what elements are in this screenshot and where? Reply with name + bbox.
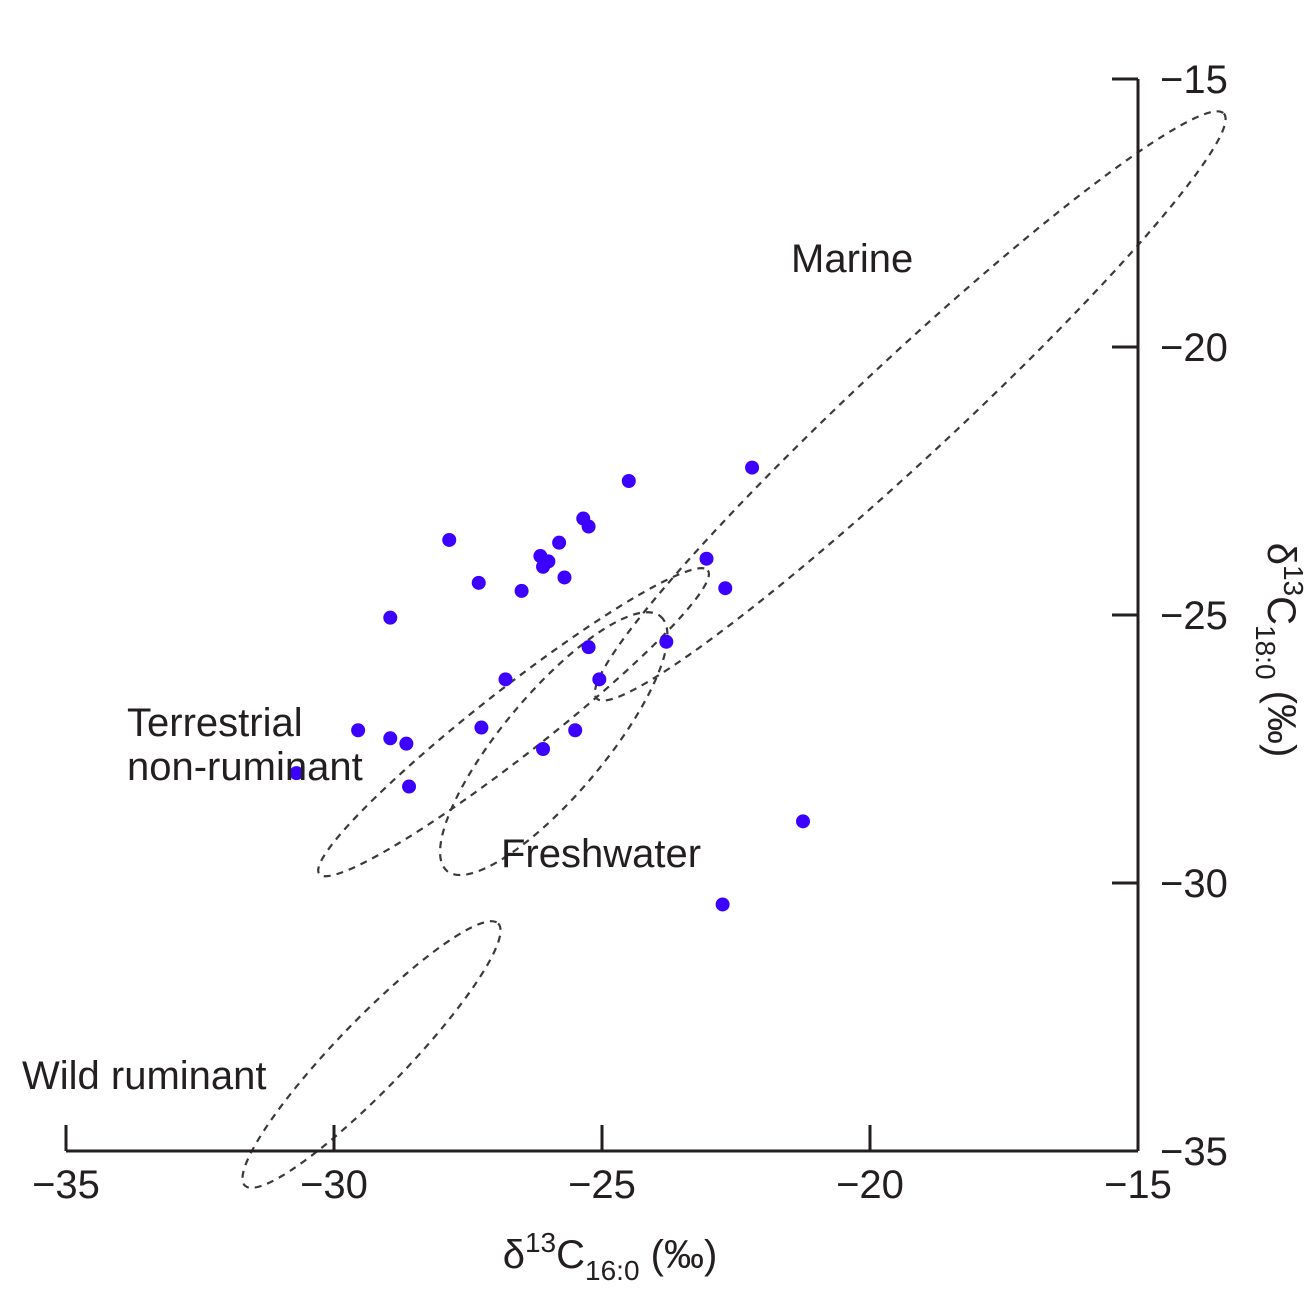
y-tick-label: −20 — [1160, 326, 1228, 370]
x-tick-label: −15 — [1104, 1163, 1172, 1207]
y-tick-label: −30 — [1160, 862, 1228, 906]
freshwater-label: Freshwater — [501, 832, 701, 876]
data-point — [498, 672, 513, 687]
y-tick-label: −25 — [1160, 594, 1228, 638]
data-point — [592, 672, 607, 687]
data-point — [557, 570, 572, 585]
data-point — [402, 779, 417, 794]
data-point — [536, 742, 551, 756]
data-point — [581, 640, 596, 655]
data-point — [471, 575, 486, 590]
data-point — [383, 731, 398, 746]
data-point — [699, 551, 714, 566]
points-layer — [289, 460, 810, 912]
data-point — [514, 583, 529, 598]
data-point — [621, 474, 636, 488]
region-labels: Marine Terrestrial non-ruminant Freshwater W… — [22, 237, 913, 1098]
x-tick-label: −20 — [836, 1163, 904, 1207]
y-axis-title-prefix: δ — [1259, 543, 1303, 565]
data-point — [351, 723, 366, 738]
data-point — [383, 610, 398, 625]
x-tick-label: −35 — [32, 1163, 100, 1207]
freshwater-region-ellipse — [438, 611, 669, 877]
data-point — [399, 736, 414, 751]
x-axis-title-main: C — [556, 1233, 585, 1277]
x-axis-title: δ13C16:0 (‰) — [503, 1227, 718, 1286]
x-axis-title-sup: 13 — [525, 1227, 556, 1258]
data-point — [718, 581, 733, 596]
data-point — [796, 814, 810, 829]
y-tick-label: −15 — [1160, 58, 1228, 102]
wild-ruminant-region-ellipse — [241, 920, 502, 1189]
wild-ruminant-label: Wild ruminant — [22, 1054, 267, 1098]
y-axis-title-sub: 18:0 — [1250, 625, 1281, 680]
data-point — [536, 559, 551, 574]
data-point — [442, 532, 457, 547]
data-point — [289, 766, 304, 781]
regions-layer — [241, 110, 1227, 1189]
data-point — [745, 460, 760, 475]
x-axis-title-sub: 16:0 — [585, 1255, 640, 1286]
x-ticks: −35 −30 −25 −20 −15 — [32, 1125, 1172, 1207]
axes-layer — [66, 79, 1140, 1153]
data-point — [659, 634, 674, 649]
data-point — [474, 720, 489, 735]
data-point — [581, 519, 596, 534]
y-axis-title-sup: 13 — [1278, 565, 1309, 596]
data-point — [568, 723, 583, 738]
marine-label: Marine — [791, 237, 913, 281]
terrestrial-non-ruminant-label: Terrestrial non-ruminant — [127, 701, 363, 789]
terrestrial-non-ruminant-region-ellipse — [317, 567, 711, 878]
x-tick-label: −30 — [300, 1163, 368, 1207]
y-axis-title-main: C — [1259, 596, 1303, 625]
data-point — [715, 897, 730, 912]
y-axis-title: δ13C18:0 (‰) — [1250, 543, 1309, 758]
y-ticks: −35 −30 −25 −20 −15 — [1112, 58, 1228, 1174]
x-axis-title-prefix: δ — [503, 1233, 525, 1277]
x-axis-title-suffix: (‰) — [640, 1233, 718, 1277]
data-point — [552, 535, 567, 550]
x-tick-label: −25 — [568, 1163, 636, 1207]
y-tick-label: −35 — [1160, 1130, 1228, 1174]
y-axis-title-suffix: (‰) — [1259, 680, 1303, 758]
